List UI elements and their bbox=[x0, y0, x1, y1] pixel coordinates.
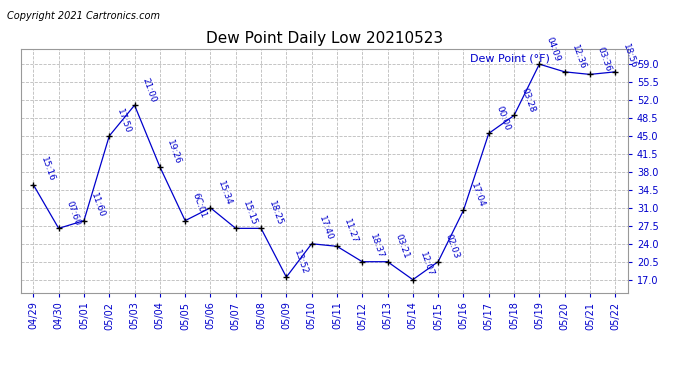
Text: 15:15: 15:15 bbox=[241, 200, 259, 227]
Text: 17:50: 17:50 bbox=[115, 107, 132, 135]
Text: Dew Point (°F): Dew Point (°F) bbox=[470, 54, 550, 64]
Text: 19:26: 19:26 bbox=[166, 138, 183, 165]
Text: 04:09: 04:09 bbox=[545, 36, 562, 63]
Text: 03:28: 03:28 bbox=[520, 87, 537, 114]
Text: 03:21: 03:21 bbox=[393, 233, 411, 260]
Text: Copyright 2021 Cartronics.com: Copyright 2021 Cartronics.com bbox=[7, 11, 160, 21]
Text: 02:03: 02:03 bbox=[444, 233, 461, 260]
Text: 17:40: 17:40 bbox=[317, 215, 335, 242]
Text: 6C:01: 6C:01 bbox=[190, 191, 208, 219]
Text: 18:25: 18:25 bbox=[266, 200, 284, 227]
Text: 11:27: 11:27 bbox=[342, 217, 359, 245]
Text: 15:16: 15:16 bbox=[39, 156, 56, 183]
Text: 15:34: 15:34 bbox=[216, 179, 233, 207]
Text: 11:60: 11:60 bbox=[90, 192, 107, 219]
Text: 12:36: 12:36 bbox=[570, 43, 587, 70]
Text: 13:52: 13:52 bbox=[292, 249, 309, 276]
Text: 18:37: 18:37 bbox=[368, 233, 385, 260]
Text: 07:60: 07:60 bbox=[64, 200, 81, 227]
Text: 21:00: 21:00 bbox=[140, 76, 157, 104]
Text: 18:56: 18:56 bbox=[621, 43, 638, 70]
Text: 03:36: 03:36 bbox=[595, 46, 613, 73]
Text: 17:04: 17:04 bbox=[469, 182, 486, 209]
Title: Dew Point Daily Low 20210523: Dew Point Daily Low 20210523 bbox=[206, 31, 443, 46]
Text: 00:00: 00:00 bbox=[494, 105, 511, 132]
Text: 12:07: 12:07 bbox=[418, 251, 435, 278]
